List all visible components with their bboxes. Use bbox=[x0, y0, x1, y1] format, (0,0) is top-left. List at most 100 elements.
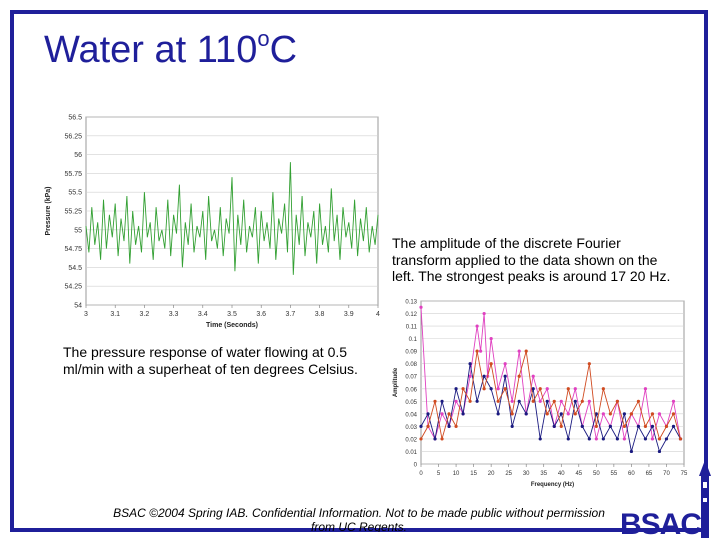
data-point bbox=[657, 412, 662, 416]
footer-notice: BSAC ©2004 Spring IAB. Confidential Info… bbox=[104, 506, 614, 532]
x-axis-label: Frequency (Hz) bbox=[531, 482, 574, 488]
data-point bbox=[419, 305, 423, 309]
data-point bbox=[657, 437, 662, 441]
data-point bbox=[426, 412, 430, 416]
y-tick-label: 0.12 bbox=[405, 312, 417, 318]
data-point bbox=[671, 399, 676, 403]
data-point bbox=[608, 424, 612, 428]
data-point bbox=[559, 412, 563, 416]
data-point bbox=[468, 374, 472, 378]
x-tick-label: 3.3 bbox=[169, 311, 179, 318]
data-point bbox=[622, 424, 626, 428]
y-tick-label: 54.25 bbox=[64, 284, 82, 291]
x-tick-label: 75 bbox=[681, 471, 688, 477]
data-point bbox=[496, 387, 500, 391]
data-point bbox=[664, 437, 669, 441]
y-tick-label: 54 bbox=[74, 303, 82, 310]
y-tick-label: 0.09 bbox=[405, 350, 417, 356]
data-point bbox=[447, 412, 451, 416]
data-point bbox=[566, 387, 570, 391]
y-tick-label: 54.75 bbox=[64, 246, 82, 253]
data-point bbox=[545, 412, 549, 416]
data-point bbox=[489, 362, 493, 366]
y-tick-label: 0.11 bbox=[406, 325, 418, 331]
data-point bbox=[636, 399, 641, 403]
footer-line-2: from UC Regents. bbox=[310, 520, 408, 532]
data-point bbox=[510, 424, 514, 428]
data-point bbox=[664, 424, 669, 428]
y-tick-label: 55.5 bbox=[68, 190, 82, 197]
slide-title: Water at 110oC bbox=[44, 26, 298, 71]
data-point bbox=[566, 412, 570, 416]
data-point bbox=[475, 399, 479, 403]
data-point bbox=[496, 412, 500, 416]
y-tick-label: 0.04 bbox=[405, 412, 417, 418]
data-point bbox=[447, 424, 451, 428]
x-tick-label: 15 bbox=[470, 471, 477, 477]
y-tick-label: 0.07 bbox=[405, 375, 417, 381]
data-point bbox=[454, 399, 458, 403]
x-tick-label: 5 bbox=[437, 471, 441, 477]
data-point bbox=[580, 424, 584, 428]
title-unit: C bbox=[269, 29, 298, 71]
data-point bbox=[524, 349, 528, 353]
data-point bbox=[419, 437, 423, 441]
data-point bbox=[601, 412, 605, 416]
data-point bbox=[622, 437, 626, 441]
data-point bbox=[454, 424, 458, 428]
y-tick-label: 55.75 bbox=[64, 171, 82, 178]
data-point bbox=[503, 362, 507, 366]
y-tick-label: 55 bbox=[74, 227, 82, 234]
data-point bbox=[510, 399, 514, 403]
data-point bbox=[608, 412, 612, 416]
data-point bbox=[517, 349, 521, 353]
data-point bbox=[503, 374, 507, 378]
data-point bbox=[643, 424, 648, 428]
x-tick-label: 10 bbox=[453, 471, 460, 477]
x-tick-label: 40 bbox=[558, 471, 565, 477]
data-point bbox=[489, 387, 493, 391]
data-point bbox=[643, 387, 648, 391]
data-point bbox=[552, 399, 556, 403]
y-tick-label: 56.5 bbox=[68, 115, 82, 122]
data-point bbox=[580, 399, 584, 403]
data-point bbox=[636, 424, 641, 428]
data-point bbox=[573, 399, 577, 403]
data-point bbox=[482, 374, 486, 378]
data-point bbox=[559, 399, 563, 403]
y-axis-label: Pressure (kPa) bbox=[45, 186, 52, 235]
x-tick-label: 3.9 bbox=[344, 311, 354, 318]
data-point bbox=[433, 399, 437, 403]
data-point bbox=[615, 437, 619, 441]
data-point bbox=[461, 387, 465, 391]
x-tick-label: 3.7 bbox=[286, 311, 296, 318]
data-point bbox=[573, 412, 577, 416]
x-tick-label: 3.5 bbox=[227, 311, 237, 318]
y-tick-label: 0.03 bbox=[405, 425, 417, 431]
fft-chart-svg: 0 0.01 0.02 0.03 0.04 0.05 0.06 0.07 0.08 0.09 0.1… bbox=[393, 300, 688, 489]
footer-line-1: BSAC ©2004 Spring IAB. Confidential Info… bbox=[113, 506, 605, 520]
plot-area bbox=[420, 300, 685, 465]
x-tick-label: 30 bbox=[523, 471, 530, 477]
x-tick-label: 3.2 bbox=[140, 311, 150, 318]
y-tick-label: 55.25 bbox=[64, 209, 82, 216]
data-point bbox=[510, 412, 514, 416]
data-point bbox=[524, 412, 528, 416]
data-point bbox=[482, 387, 486, 391]
x-tick-label: 3 bbox=[84, 311, 88, 318]
y-tick-label: 54.5 bbox=[68, 265, 82, 272]
data-point bbox=[587, 437, 591, 441]
x-tick-label: 60 bbox=[628, 471, 635, 477]
data-point bbox=[566, 437, 570, 441]
title-superscript: o bbox=[257, 26, 270, 51]
data-point bbox=[440, 437, 444, 441]
data-point bbox=[552, 424, 556, 428]
y-tick-label: 0.13 bbox=[405, 300, 417, 306]
data-point bbox=[475, 349, 479, 353]
x-tick-label: 65 bbox=[646, 471, 653, 477]
data-point bbox=[440, 412, 444, 416]
series-line-1 bbox=[85, 162, 379, 275]
data-point bbox=[517, 399, 521, 403]
data-point bbox=[587, 399, 591, 403]
x-tick-label: 4 bbox=[376, 311, 380, 318]
